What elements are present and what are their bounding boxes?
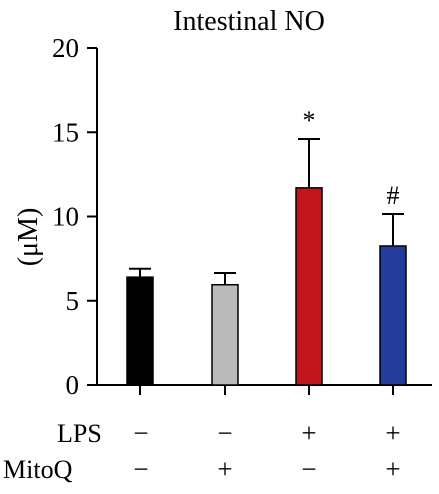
bar — [211, 283, 239, 386]
significance-marker: * — [303, 106, 316, 135]
condition-sign: + — [217, 454, 232, 484]
bar — [126, 276, 154, 386]
y-tick-label: 5 — [66, 286, 80, 316]
significance-marker: # — [387, 181, 400, 210]
condition-label: LPS — [57, 419, 102, 448]
bar — [379, 245, 407, 386]
condition-sign: + — [385, 418, 400, 448]
y-tick-label: 20 — [52, 33, 79, 63]
condition-sign: − — [133, 418, 148, 448]
y-tick-label: 10 — [52, 202, 79, 232]
bar — [295, 187, 323, 386]
y-tick-label: 15 — [52, 117, 79, 147]
y-tick-label: 0 — [66, 370, 80, 400]
condition-sign: + — [301, 418, 316, 448]
condition-table: LPS − − + + MitoQ − + − + — [3, 418, 401, 484]
condition-label: MitoQ — [3, 455, 73, 484]
condition-sign: − — [217, 418, 232, 448]
condition-sign: − — [133, 454, 148, 484]
bars: *# — [126, 106, 407, 386]
y-axis-label: (μM) — [13, 208, 44, 267]
condition-sign: + — [385, 454, 400, 484]
axes: 0 5 10 15 20 — [52, 33, 432, 400]
chart-title: Intestinal NO — [173, 6, 325, 37]
condition-sign: − — [301, 454, 316, 484]
